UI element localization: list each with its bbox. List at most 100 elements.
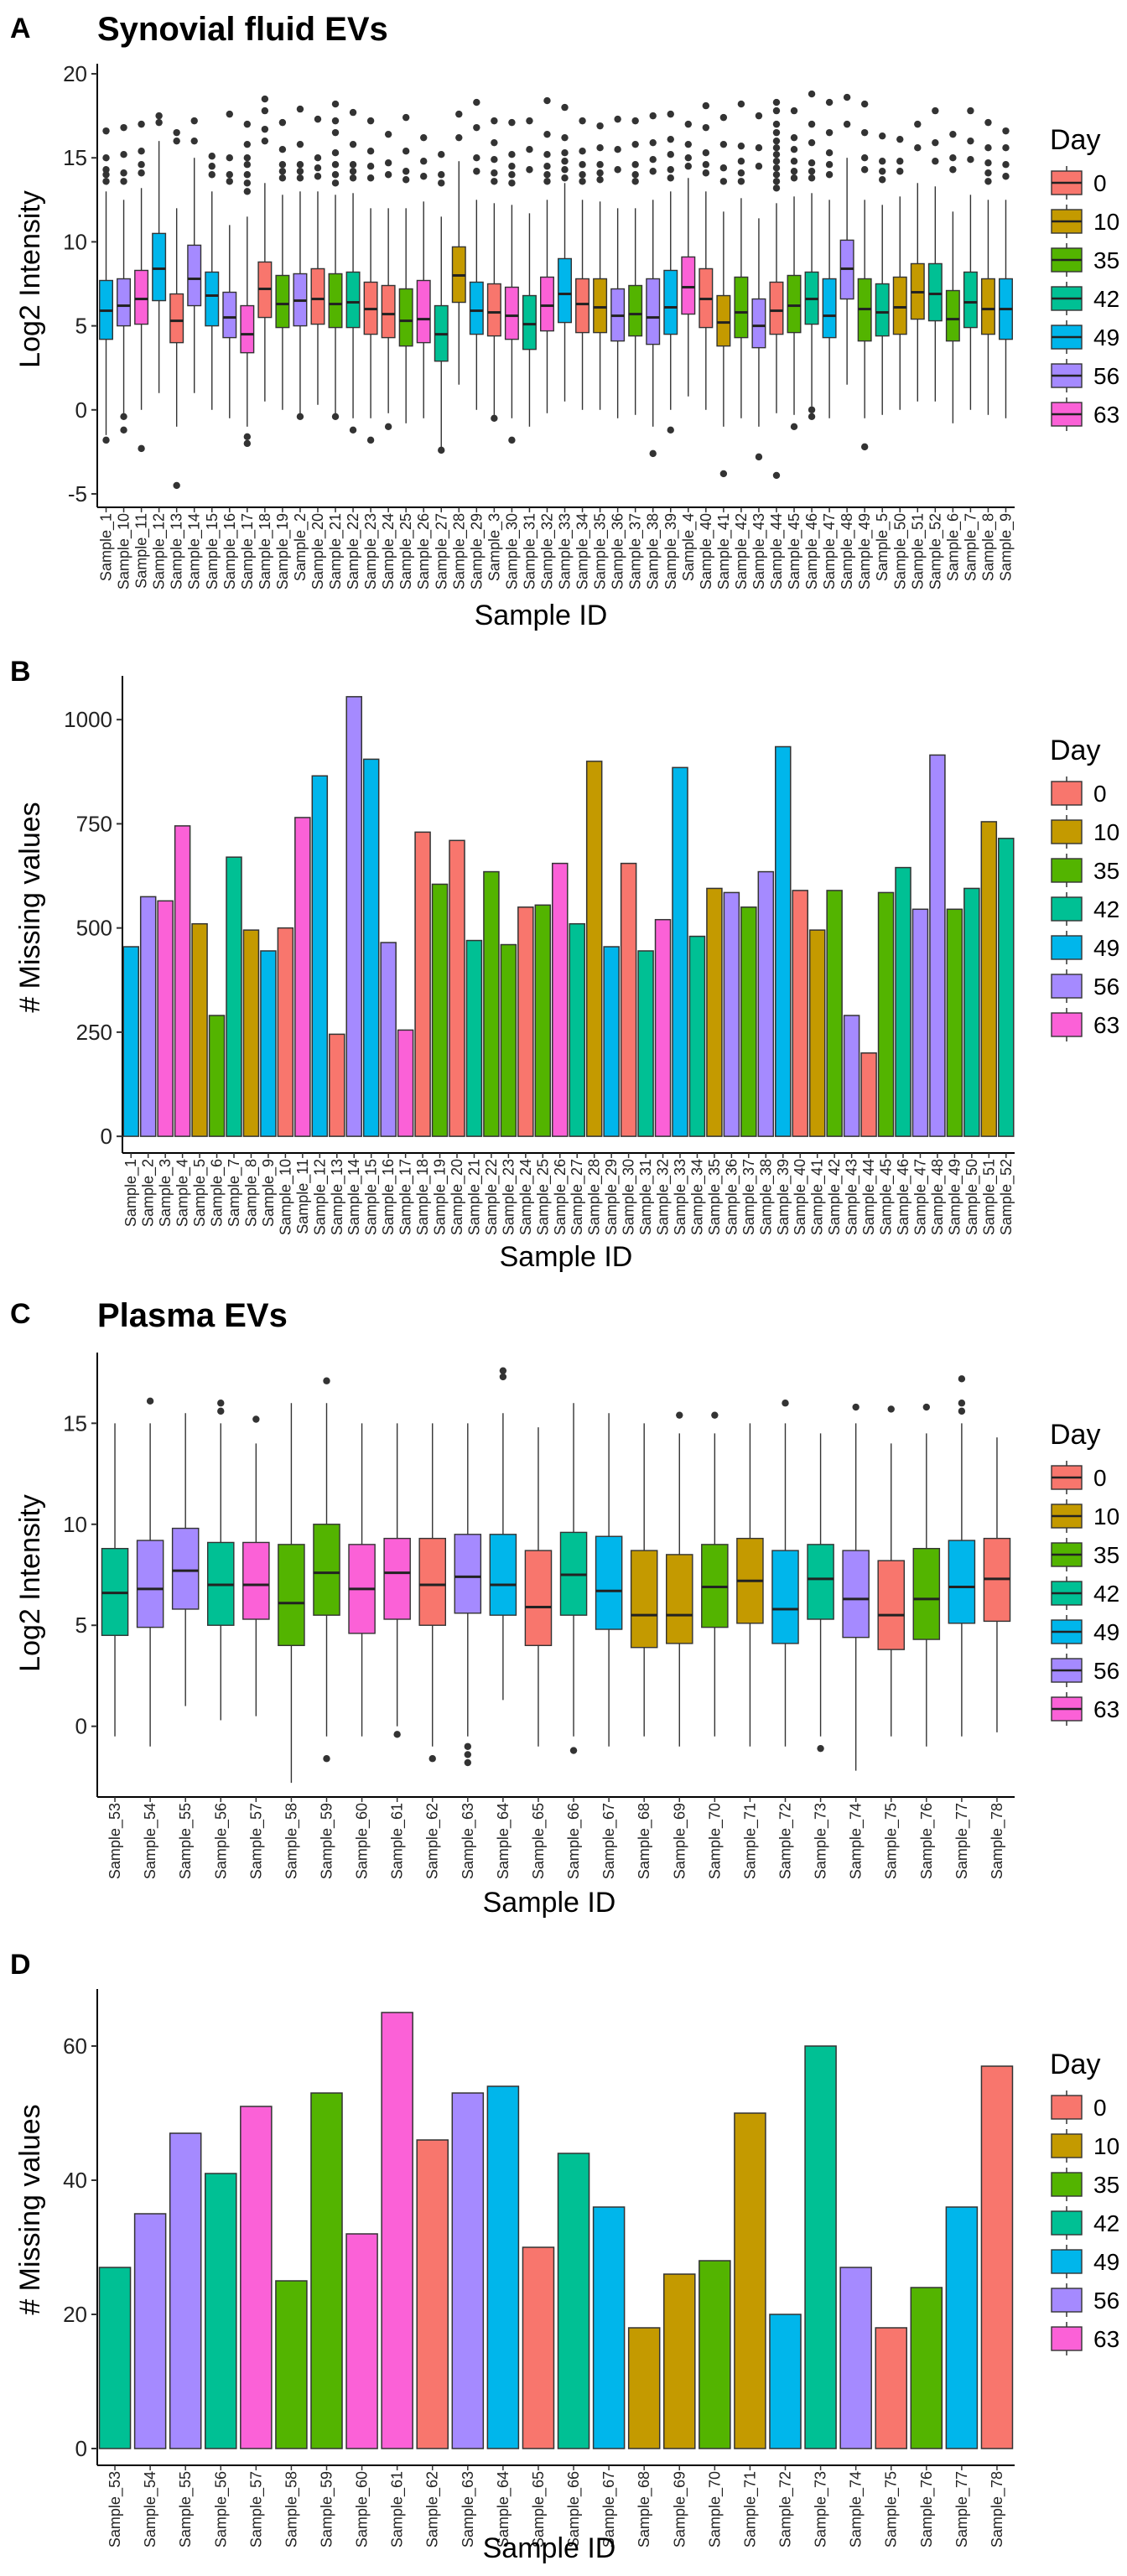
box-body xyxy=(681,256,696,315)
x-tick-label: Sample_18 xyxy=(257,513,274,589)
bar-sample-26 xyxy=(552,862,569,1137)
box-sample-34 xyxy=(575,117,590,410)
box-sample-63 xyxy=(454,1423,482,1767)
outlier-point xyxy=(579,161,586,169)
box-body xyxy=(134,269,149,325)
y-tick-label: 10 xyxy=(63,229,87,254)
x-tick-label: Sample_63 xyxy=(460,1803,477,1879)
outlier-point xyxy=(455,133,463,142)
legend-key-0 xyxy=(1051,166,1083,200)
bar-sample-39 xyxy=(775,745,792,1137)
outlier-point xyxy=(896,135,904,143)
bar-sample-50 xyxy=(963,887,980,1137)
x-tick-label: Sample_26 xyxy=(552,1159,569,1235)
outlier-point xyxy=(138,147,145,155)
x-tick-label: Sample_2 xyxy=(140,1159,158,1227)
legend-key-swatch xyxy=(1051,896,1083,922)
x-tick-label: Sample_2 xyxy=(292,513,309,581)
outlier-point xyxy=(1002,173,1010,180)
x-tick-label: Sample_49 xyxy=(856,513,874,589)
outlier-point xyxy=(702,101,710,110)
box-body xyxy=(117,278,132,327)
x-tick-label: Sample_31 xyxy=(521,513,538,589)
box-body xyxy=(842,1550,870,1639)
x-tick-label: Sample_31 xyxy=(637,1159,655,1235)
x-tick-label: Sample_44 xyxy=(860,1159,878,1235)
legend-label: 49 xyxy=(1093,325,1119,351)
x-tick-label: Sample_1 xyxy=(98,513,116,581)
bar-sample-20 xyxy=(449,839,465,1137)
x-tick-label: Sample_30 xyxy=(503,513,521,589)
box-sample-60 xyxy=(348,1423,376,1737)
x-tick-label: Sample_71 xyxy=(741,1803,759,1879)
outlier-point xyxy=(631,178,639,185)
outlier-point xyxy=(173,137,180,145)
legend-label: 56 xyxy=(1093,1658,1119,1684)
box-sample-33 xyxy=(558,103,573,402)
box-sample-65 xyxy=(524,1427,553,1747)
outlier-point xyxy=(226,110,233,118)
x-tick-label: Sample_64 xyxy=(495,1803,512,1879)
box-body xyxy=(912,1547,941,1640)
bar-sample-22 xyxy=(483,870,500,1137)
outlier-point xyxy=(384,159,392,167)
x-tick-label: Sample_52 xyxy=(927,513,944,589)
outlier-point xyxy=(772,158,781,165)
box-body xyxy=(187,244,202,307)
legend-label: 0 xyxy=(1093,781,1107,807)
outlier-point xyxy=(860,166,869,174)
plot-area-c: 0 5 10 15 Sample_53 Sample_54 Sample_55 Sample_… xyxy=(63,1353,1015,1879)
outlier-point xyxy=(684,154,692,162)
outlier-point xyxy=(491,169,498,177)
outlier-point xyxy=(226,171,233,179)
outlier-point xyxy=(561,158,569,165)
outlier-point xyxy=(261,125,269,133)
outlier-point xyxy=(491,178,498,185)
outlier-point xyxy=(860,154,869,162)
outlier-point xyxy=(808,159,816,167)
bar-sample-48 xyxy=(929,754,946,1137)
x-tick-label: Sample_28 xyxy=(450,513,468,589)
legend-key-35 xyxy=(1051,2168,1083,2201)
legend-key-63 xyxy=(1051,397,1083,431)
outlier-point xyxy=(120,169,127,177)
outlier-point xyxy=(790,106,798,115)
outlier-point xyxy=(420,173,428,180)
outlier-point xyxy=(331,171,340,179)
outlier-point xyxy=(402,113,410,122)
box-body xyxy=(646,278,661,345)
box-sample-45 xyxy=(787,106,802,431)
box-sample-40 xyxy=(699,101,714,410)
bar-sample-63 xyxy=(451,2092,485,2449)
outlier-point xyxy=(217,1407,225,1415)
x-tick-label: Sample_50 xyxy=(963,1159,981,1235)
x-tick-label: Sample_20 xyxy=(449,1159,466,1235)
outlier-point xyxy=(737,169,745,177)
outlier-point xyxy=(243,140,252,148)
y-tick-label: 40 xyxy=(63,2168,87,2193)
x-tick-label: Sample_25 xyxy=(397,513,415,589)
outlier-point xyxy=(879,176,886,184)
legend-label: 10 xyxy=(1093,2133,1119,2159)
y-tick-label: 60 xyxy=(63,2033,87,2059)
outlier-point xyxy=(526,145,533,153)
legend-key-swatch xyxy=(1051,935,1083,960)
box-body xyxy=(877,1560,905,1650)
outlier-point xyxy=(932,138,939,147)
legend-key-swatch xyxy=(1051,858,1083,883)
outlier-point xyxy=(420,133,428,142)
outlier-point xyxy=(561,149,569,157)
outlier-point xyxy=(499,1367,507,1374)
box-sample-50 xyxy=(892,135,907,410)
box-sample-19 xyxy=(275,118,290,410)
outlier-point xyxy=(491,138,498,147)
outlier-point xyxy=(790,174,798,182)
outlier-point xyxy=(631,117,639,125)
bar-sample-69 xyxy=(663,2273,696,2449)
legend-label: 49 xyxy=(1093,1619,1119,1645)
x-tick-label: Sample_24 xyxy=(517,1159,535,1235)
outlier-point xyxy=(782,1400,789,1407)
legend-label: 49 xyxy=(1093,2249,1119,2275)
x-tick-label: Sample_68 xyxy=(636,1803,653,1879)
legend-label: 63 xyxy=(1093,1696,1119,1722)
